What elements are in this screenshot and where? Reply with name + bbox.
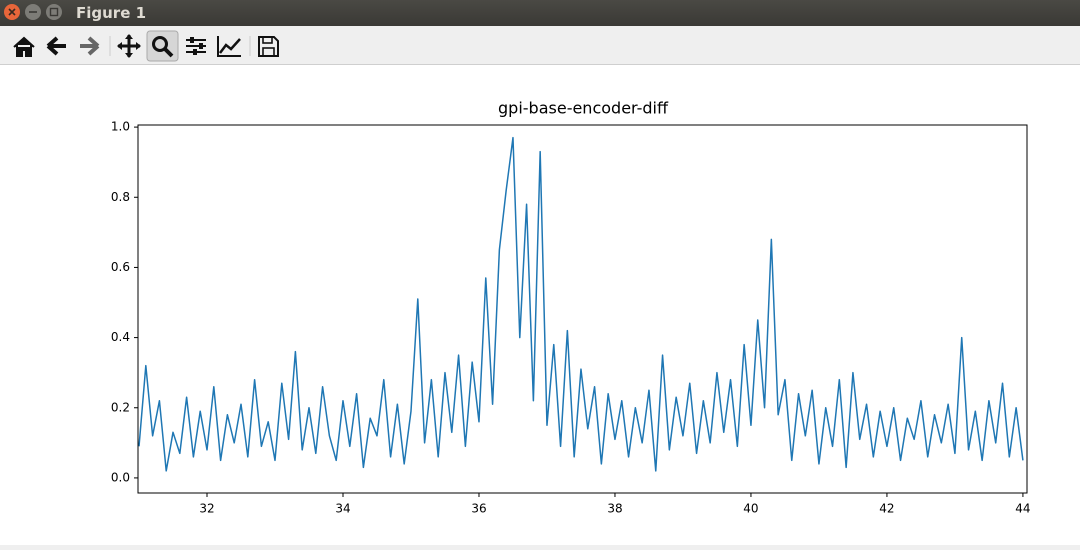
save-button[interactable] <box>258 36 279 57</box>
toolbar <box>0 26 1080 65</box>
x-tick-label: 32 <box>199 502 214 516</box>
y-tick-label: 0.4 <box>111 330 130 344</box>
x-tick-label: 36 <box>471 502 486 516</box>
x-tick-label: 44 <box>1015 502 1030 516</box>
status-bar <box>0 545 1080 550</box>
x-tick-label: 38 <box>607 502 622 516</box>
configure-button[interactable] <box>186 37 206 55</box>
toolbar-icons <box>13 30 279 62</box>
title-bar: Figure 1 <box>0 0 1080 26</box>
window-title: Figure 1 <box>76 4 147 22</box>
plot-frame <box>137 124 1028 494</box>
y-tick-label: 0.8 <box>111 190 130 204</box>
home-button[interactable] <box>13 36 35 57</box>
x-tick-label: 42 <box>879 502 894 516</box>
x-tick-label: 34 <box>335 502 350 516</box>
maximize-button[interactable] <box>46 4 62 20</box>
data-line <box>138 136 1024 472</box>
edit-axis-button[interactable] <box>217 36 241 57</box>
y-tick-label: 1.0 <box>111 120 130 134</box>
forward-button[interactable] <box>80 36 100 56</box>
y-tick-label: 0.6 <box>111 260 130 274</box>
pan-button[interactable] <box>117 34 141 58</box>
window-buttons <box>4 4 62 20</box>
zoom-button[interactable] <box>146 30 179 62</box>
y-tick-label: 0.0 <box>111 470 130 484</box>
minimize-button[interactable] <box>25 4 41 20</box>
chart-title: gpi-base-encoder-diff <box>498 99 669 118</box>
x-tick-label: 40 <box>743 502 758 516</box>
chart: gpi-base-encoder-diff 0.0 0.2 0.4 0.6 0.8 1.0… <box>111 99 1031 516</box>
close-button[interactable] <box>4 4 20 20</box>
y-tick-label: 0.2 <box>111 400 130 414</box>
back-button[interactable] <box>46 36 66 56</box>
